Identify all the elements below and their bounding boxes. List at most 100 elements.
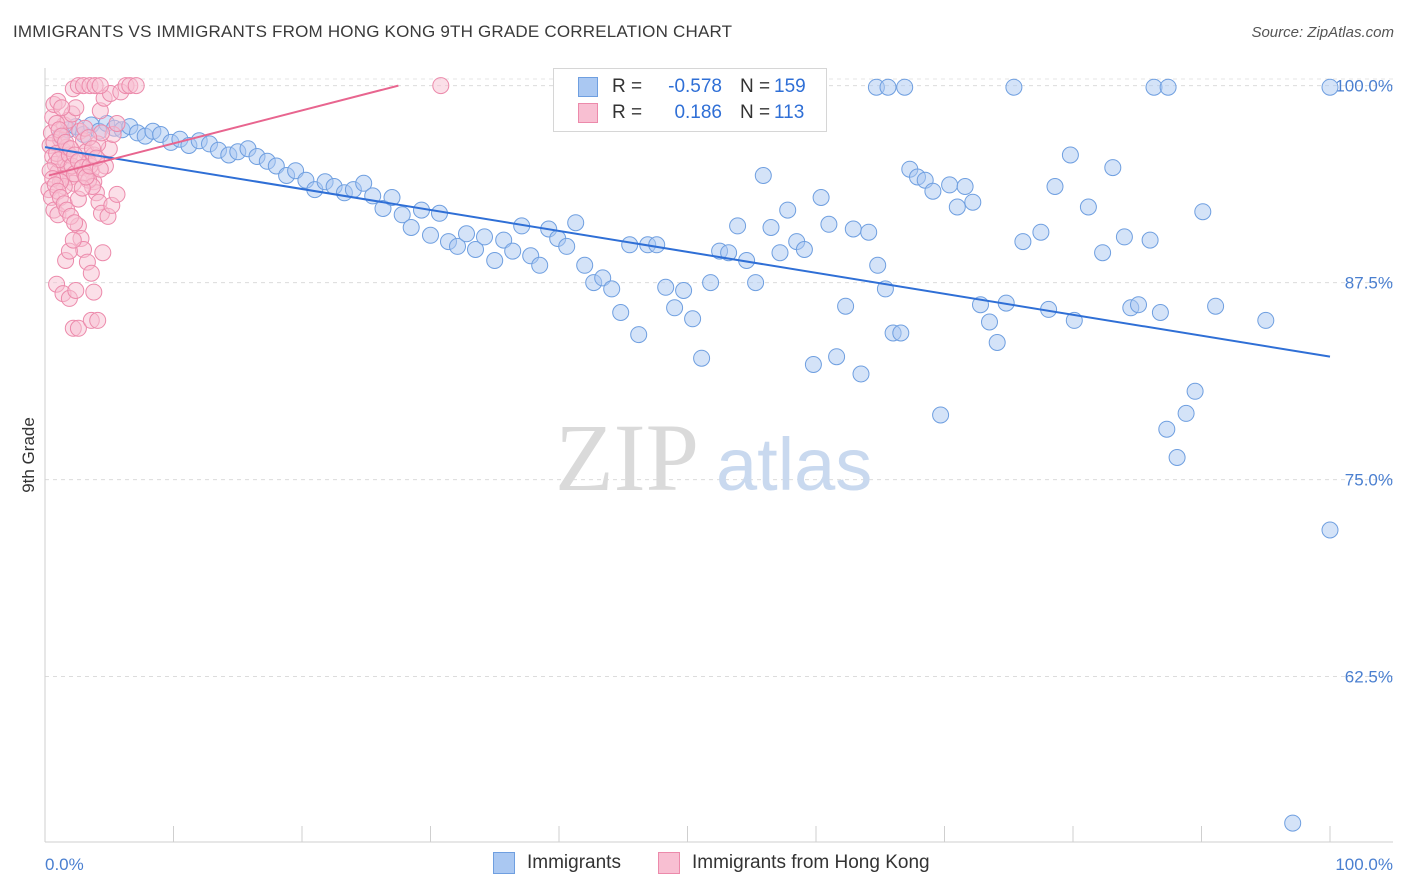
point-immigrants [956,178,974,195]
legend-label-hong-kong: Immigrants from Hong Kong [692,852,930,873]
point-immigrants [702,274,720,292]
point-immigrants [869,256,887,274]
point-hong-kong [53,99,71,117]
watermark: ZIP atlas [555,404,872,511]
point-immigrants [621,236,639,254]
point-immigrants [1141,231,1159,249]
point-immigrants [476,228,493,246]
point-immigrants [988,334,1006,351]
point-immigrants [603,280,621,298]
point-immigrants [458,225,475,243]
point-immigrants [1014,233,1032,251]
point-immigrants [729,217,747,235]
point-immigrants [612,304,630,321]
point-immigrants [1094,244,1112,262]
point-immigrants [1151,304,1169,321]
point-immigrants [1079,198,1097,216]
legend-row-hong-kong: R = 0.186 N = 113 [578,101,814,125]
point-immigrants [495,231,513,249]
point-immigrants [666,299,684,317]
point-immigrants [684,310,702,328]
point-immigrants [1005,78,1023,96]
point-immigrants [860,223,878,241]
series-immigrants-from-hong-kong [40,77,450,337]
point-immigrants [402,219,420,236]
point-hong-kong [67,99,85,117]
point-immigrants [1115,228,1133,246]
point-hong-kong [108,115,126,132]
x-tick-label: 100.0% [1335,855,1393,874]
point-hong-kong [64,231,82,249]
watermark-atlas: atlas [716,423,872,506]
point-immigrants [852,365,870,383]
point-immigrants [1104,159,1122,177]
legend-r-value: -0.578 [668,76,722,97]
point-hong-kong [85,283,103,301]
y-tick-label: 100.0% [1335,77,1393,96]
chart-title: IMMIGRANTS VS IMMIGRANTS FROM HONG KONG … [13,22,733,41]
point-immigrants [1032,223,1050,241]
legend-r-label: R = [612,76,643,97]
point-immigrants [422,226,439,244]
legend-label-immigrants: Immigrants [527,852,621,873]
point-immigrants [1046,178,1064,195]
y-tick-label: 62.5% [1345,668,1393,687]
y-tick-label: 87.5% [1345,274,1393,293]
legend-swatch-pink [578,103,598,123]
point-immigrants [558,237,576,255]
series-immigrants [51,78,1339,832]
legend-r-label: R = [612,102,643,123]
tick-labels: 62.5% 75.0% 87.5% 100.0% 0.0% 100.0% [45,77,1393,874]
point-hong-kong [108,185,126,203]
point-hong-kong [67,282,85,299]
point-immigrants [383,189,401,206]
point-immigrants [531,256,549,274]
point-immigrants [657,278,675,296]
point-immigrants [896,78,914,96]
legend-r-value: 0.186 [674,102,722,123]
y-axis-label: 9th Grade [19,417,38,493]
point-hong-kong [69,319,87,337]
point-immigrants [630,326,648,344]
point-immigrants [747,274,765,292]
point-immigrants [924,182,942,200]
y-tick-label: 75.0% [1345,471,1393,490]
point-immigrants [1159,78,1177,96]
point-immigrants [771,244,789,262]
legend-n-value: 113 [774,102,805,123]
point-immigrants [892,324,910,342]
point-immigrants [449,237,466,255]
point-immigrants [1194,203,1212,221]
point-immigrants [720,244,738,262]
point-hong-kong [91,77,109,95]
point-immigrants [1177,404,1195,422]
point-immigrants [648,236,666,254]
point-immigrants [837,297,855,315]
grid-lines [45,78,1393,678]
point-immigrants [804,356,822,373]
point-hong-kong [94,244,112,262]
point-immigrants [754,167,772,184]
point-immigrants [981,313,998,331]
point-immigrants [948,198,966,216]
source-label: Source: ZipAtlas.com [1251,24,1394,41]
correlation-legend: R = -0.578 N = 159 R = 0.186 N = 113 [553,68,827,132]
point-immigrants [374,200,392,217]
point-immigrants [844,220,862,238]
legend-n-label: N = [740,102,771,123]
point-immigrants [1061,146,1079,164]
point-immigrants [1284,814,1302,832]
point-immigrants [812,189,830,206]
point-immigrants [1321,78,1339,96]
legend-item-hong-kong[interactable]: Immigrants from Hong Kong [658,852,930,874]
point-immigrants [393,206,411,224]
point-immigrants [779,201,797,219]
point-immigrants [355,174,373,192]
legend-item-immigrants[interactable]: Immigrants [493,852,621,874]
point-immigrants [1207,297,1225,315]
trend-lines [44,84,1331,358]
point-immigrants [486,252,504,269]
legend-swatch-blue [493,852,515,874]
point-immigrants [693,349,711,367]
